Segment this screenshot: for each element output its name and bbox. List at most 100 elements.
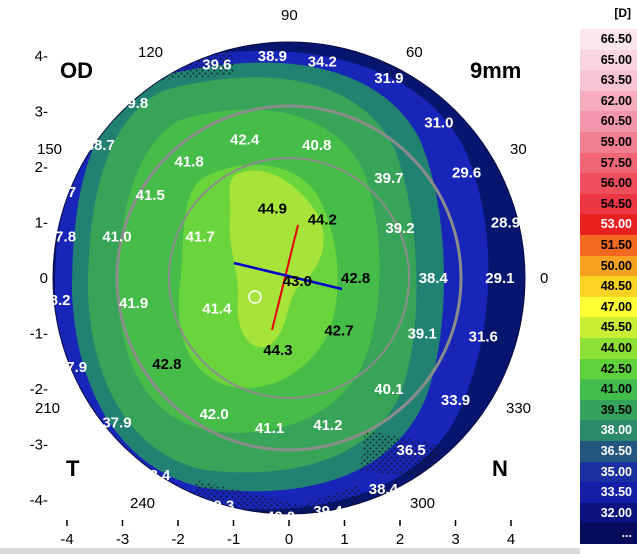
reading-value: 39.3 [205, 498, 234, 515]
scale-unit: [D] [614, 6, 631, 20]
reading-value: 38.4 [141, 467, 171, 484]
angle-90: 90 [281, 7, 298, 24]
y-axis: 4- 3- 2- 1- 0 -1- -2- -3- -4- [30, 48, 48, 509]
x-tick-label: 3 [451, 531, 459, 548]
reading-value: 39.7 [374, 170, 403, 187]
corneal-map: 38.9 39.6 34.2 31.9 39.8 31.0 38.7 42.4 40.8 41.8… [30, 7, 549, 548]
reading-value: 38.9 [258, 48, 287, 65]
scale-entry: 59.00 [580, 132, 637, 153]
reading-value: 44.9 [258, 201, 287, 218]
reading-value: 40.1 [374, 381, 403, 398]
reading-value: 43.0 [283, 273, 312, 290]
scale-entry: 60.50 [580, 111, 637, 132]
y-tick-label: 1- [35, 215, 48, 232]
x-tick-label: -3 [116, 531, 129, 548]
scale-entry: 41.00 [580, 379, 637, 400]
scale-entry: 54.50 [580, 193, 637, 215]
angle-210: 210 [35, 400, 60, 417]
y-tick-label: -1- [30, 326, 48, 343]
zone-circle-outer [115, 104, 463, 452]
x-tick-label: 1 [340, 531, 348, 548]
y-tick-label: 0 [40, 270, 48, 287]
reading-value: 41.7 [186, 228, 215, 245]
eye-label: OD [60, 58, 93, 83]
reading-value: 38.7 [86, 137, 115, 154]
reading-value: 39.2 [385, 220, 414, 237]
pupil-center [248, 290, 262, 304]
y-tick-label: 4- [35, 48, 48, 65]
reading-value: 42.8 [341, 270, 370, 287]
scale-entry: 62.00 [580, 90, 637, 112]
angle-0: 0 [540, 270, 548, 287]
reading-value: 29.1 [485, 270, 514, 287]
reading-value: 41.0 [102, 228, 131, 245]
scale-entry: 47.00 [580, 296, 637, 318]
reading-value: 33.9 [441, 392, 470, 409]
scale-entry: 44.00 [580, 338, 637, 359]
reading-value: 41.5 [136, 187, 165, 204]
scale-entry: 56.00 [580, 173, 637, 194]
scale-entry: 45.50 [580, 317, 637, 338]
x-tick-label: -2 [171, 531, 184, 548]
nasal-label: N [492, 456, 508, 481]
reading-value: 28.9 [491, 215, 520, 232]
scale-entry: 35.00 [580, 461, 637, 483]
scale-entry: 32.00 [580, 502, 637, 524]
reading-value: 40.8 [302, 137, 331, 154]
reading-value: 44.2 [308, 212, 337, 229]
scale-entry: 63.50 [580, 70, 637, 91]
scale-entry: 57.50 [580, 152, 637, 174]
outer-boundary [52, 41, 526, 515]
scale-entry: 38.00 [580, 420, 637, 441]
y-tick-label: -4- [30, 492, 48, 509]
reading-value: 31.9 [374, 70, 403, 87]
reading-value: 34.2 [308, 54, 337, 71]
reading-value: 42.8 [152, 356, 181, 373]
angle-30: 30 [510, 141, 527, 158]
reading-value: 37.7 [47, 184, 76, 201]
scale-entry: ... [580, 523, 637, 544]
scale-entry: 50.00 [580, 255, 637, 277]
reading-value: 42.7 [324, 323, 353, 340]
reading-value: 42.4 [230, 131, 260, 148]
scale-entry: 65.00 [580, 49, 637, 71]
steep-axis [271, 224, 299, 331]
bottom-strip [0, 548, 580, 554]
angle-150: 150 [37, 141, 62, 158]
y-tick-label: -2- [30, 381, 48, 398]
reading-value: 41.1 [255, 420, 284, 437]
reading-value: 41.8 [174, 153, 203, 170]
flat-axis [233, 261, 343, 291]
scale-entry: 53.00 [580, 214, 637, 235]
reading-value: 41.9 [119, 295, 148, 312]
reading-value: 41.2 [313, 417, 342, 434]
reading-value: 42.0 [199, 406, 228, 423]
x-tick-label: 4 [507, 531, 515, 548]
reading-value: 44.3 [263, 342, 292, 359]
color-scale: [D] 66.50 65.00 63.50 62.00 60.50 59.00 57.50 5… [580, 0, 637, 554]
zone-circle-inner [168, 157, 410, 399]
reading-value: 36.5 [396, 442, 425, 459]
reading-value: 40.0 [266, 509, 295, 526]
reading-value: 39.8 [119, 95, 148, 112]
scale-entry: 51.50 [580, 235, 637, 256]
angle-240: 240 [130, 495, 155, 512]
reading-value: 41.4 [202, 301, 232, 318]
reading-value: 37.8 [47, 228, 76, 245]
angle-60: 60 [406, 44, 423, 61]
x-tick-label: 0 [285, 531, 293, 548]
y-tick-label: 2- [35, 159, 48, 176]
x-axis: -4 -3 -2 -1 0 1 2 3 4 [60, 520, 515, 548]
scale-entry: 36.50 [580, 441, 637, 462]
angle-300: 300 [410, 495, 435, 512]
scale-entry: 48.50 [580, 276, 637, 297]
reading-value: 38.4 [419, 270, 449, 287]
temporal-label: T [66, 456, 80, 481]
angle-330: 330 [506, 400, 531, 417]
reading-value: 31.6 [469, 328, 498, 345]
readings: 38.9 39.6 34.2 31.9 39.8 31.0 38.7 42.4 40.8 41.8… [41, 48, 520, 526]
scale-entry: 42.50 [580, 358, 637, 380]
reading-value: 39.1 [408, 326, 437, 343]
reading-value: 39.6 [202, 56, 231, 73]
x-tick-label: -1 [227, 531, 240, 548]
